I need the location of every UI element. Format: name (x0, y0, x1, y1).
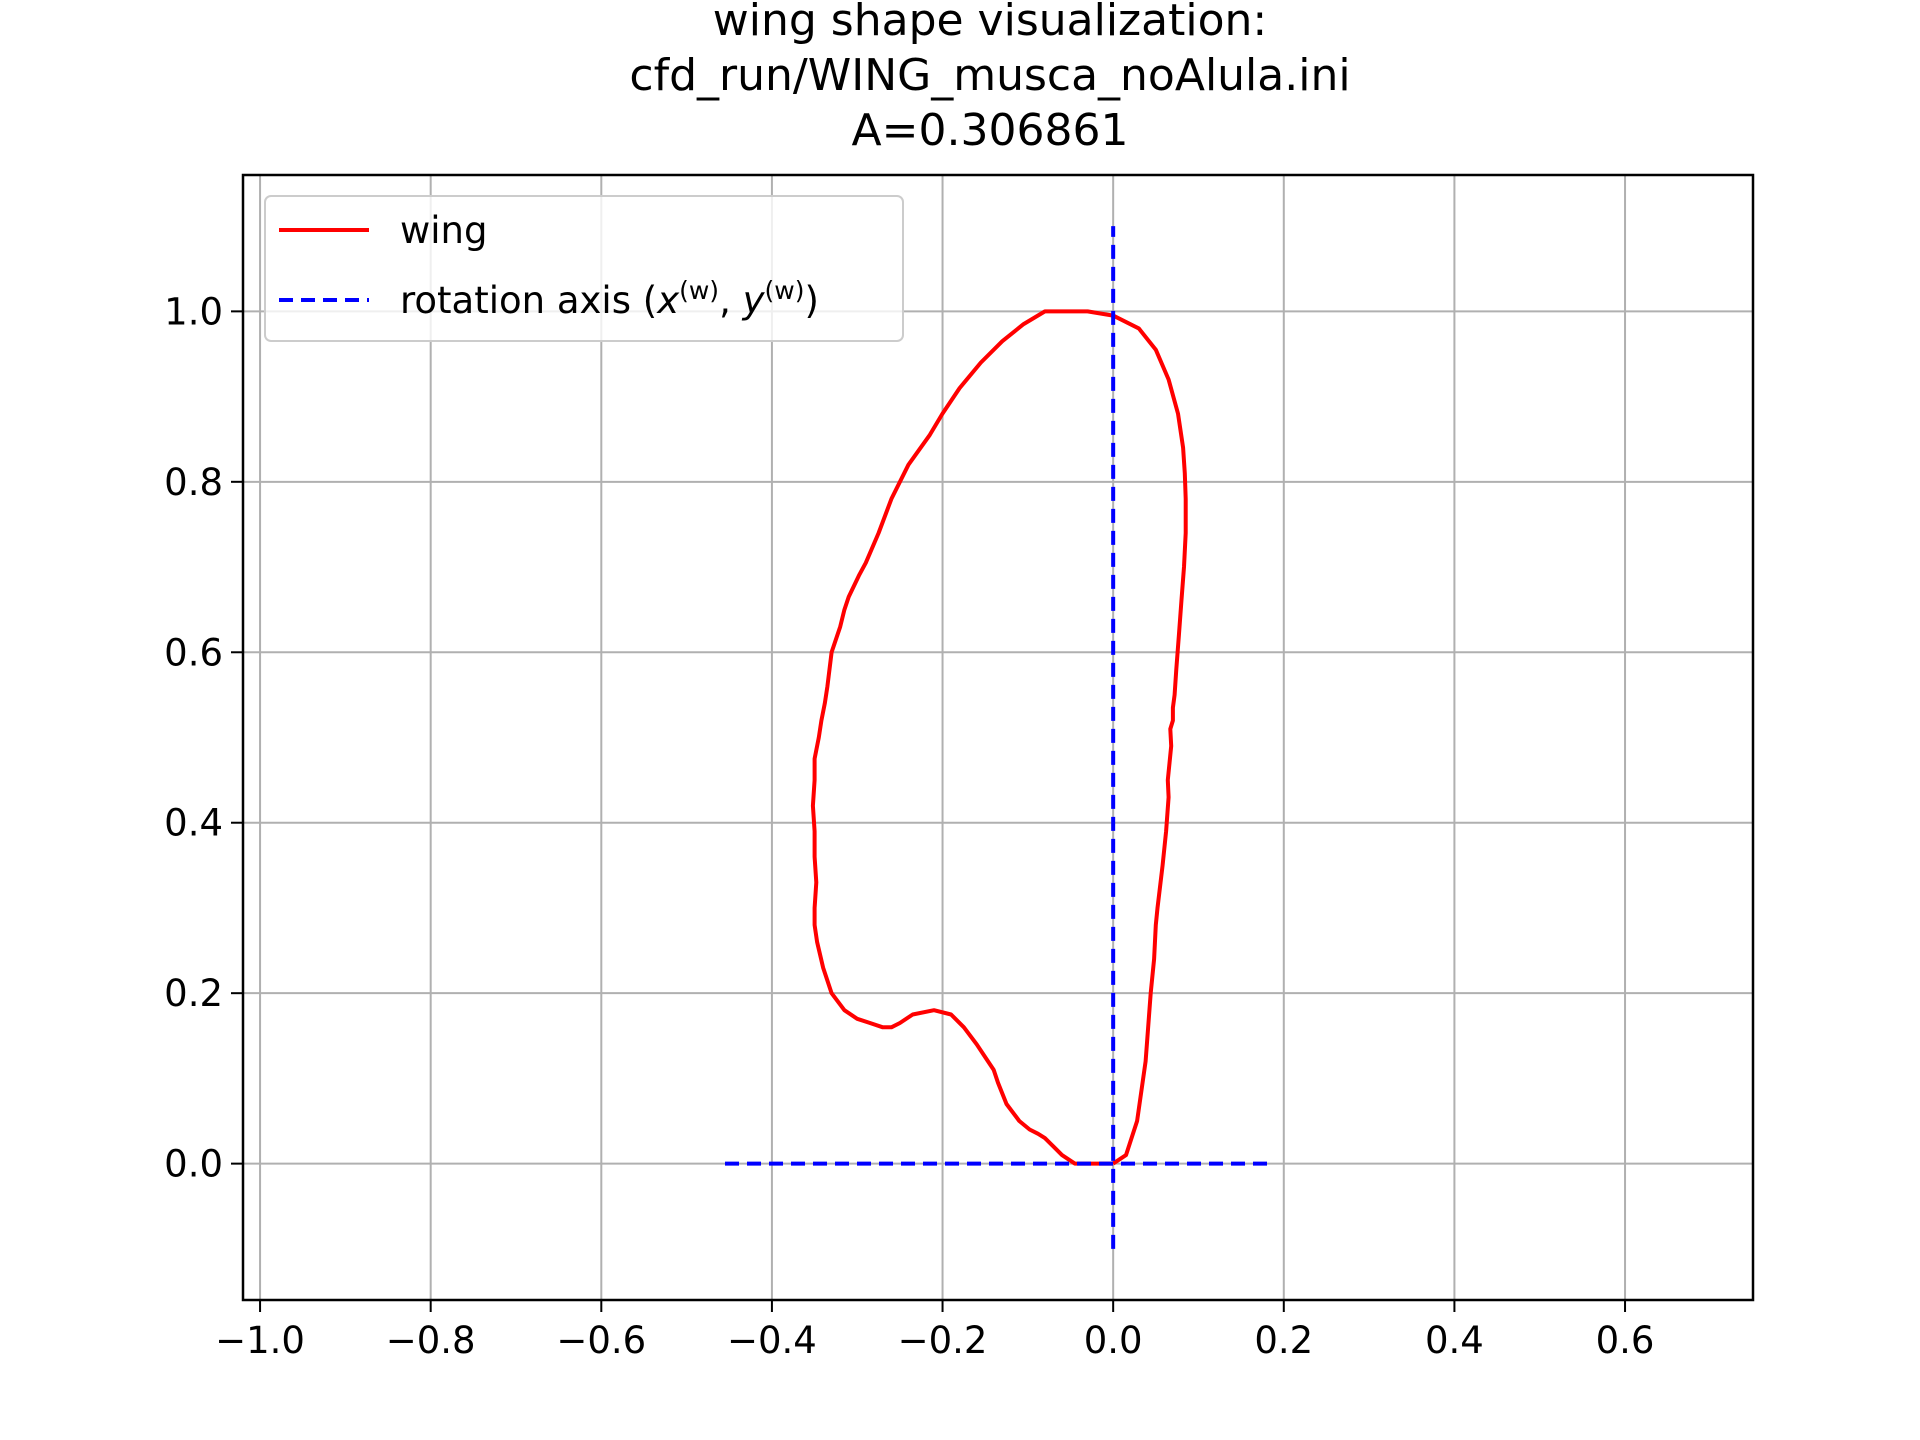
x-tick-label: −0.4 (727, 1319, 817, 1362)
y-tick-label: 0.0 (164, 1143, 223, 1186)
legend: wing rotation axis (x(w), y(w)) (264, 195, 904, 342)
chart-title: wing shape visualization: cfd_run/WING_m… (629, 0, 1350, 156)
legend-box (264, 195, 904, 342)
plot-frame (241, 173, 1755, 1302)
x-axis: −1.0 −0.8 −0.6 −0.4 −0.2 0.0 0.2 0.4 0.6 (215, 1300, 1654, 1362)
legend-label-x-var: x (656, 279, 680, 322)
y-tick-label: 0.8 (164, 461, 223, 504)
title-line-1: wing shape visualization: (713, 0, 1267, 46)
y-tick-label: 1.0 (164, 290, 223, 333)
legend-label-prefix: rotation axis ( (400, 279, 657, 322)
x-tick-label: 0.6 (1596, 1319, 1655, 1362)
x-tick-label: −0.6 (556, 1319, 646, 1362)
x-tick-label: 0.2 (1254, 1319, 1313, 1362)
y-tick-label: 0.2 (164, 972, 223, 1015)
y-tick-label: 0.4 (164, 802, 223, 845)
wing-outline (810, 309, 1188, 1166)
x-tick-label: 0.4 (1425, 1319, 1484, 1362)
legend-label-suffix: ) (804, 279, 818, 322)
legend-label-x-sup: (w) (679, 276, 719, 305)
legend-label-sep: , (719, 279, 743, 322)
x-tick-label: −0.8 (386, 1319, 476, 1362)
y-tick-label: 0.6 (164, 631, 223, 674)
x-tick-label: −0.2 (898, 1319, 988, 1362)
x-tick-label: 0.0 (1084, 1319, 1143, 1362)
legend-label-wing: wing (400, 209, 487, 252)
title-line-2: cfd_run/WING_musca_noAlula.ini (629, 50, 1350, 101)
x-tick-label: −1.0 (215, 1319, 305, 1362)
series-layer (725, 226, 1271, 1249)
legend-label-rotation-axis: rotation axis (x(w), y(w)) (400, 276, 819, 322)
title-line-3: A=0.306861 (852, 105, 1129, 156)
y-axis: 0.0 0.2 0.4 0.6 0.8 1.0 (164, 290, 243, 1186)
legend-label-y-var: y (742, 279, 766, 322)
legend-label-y-sup: (w) (765, 276, 805, 305)
